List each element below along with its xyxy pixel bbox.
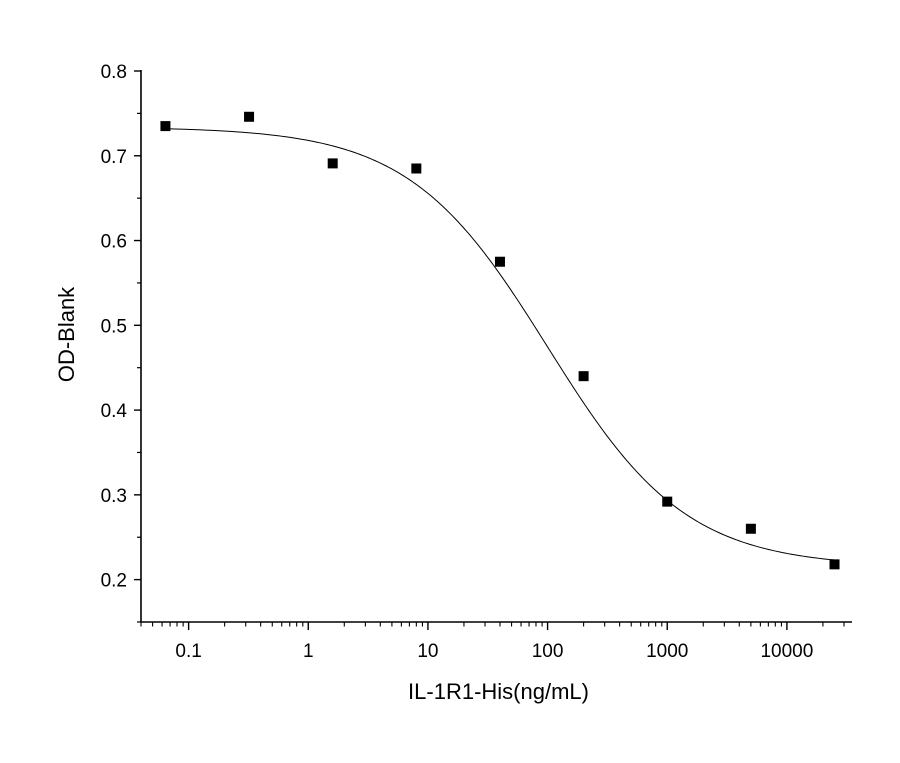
data-point — [745, 523, 756, 534]
y-tick-label: 0.6 — [101, 232, 127, 253]
x-axis-ticks: 0.1 1 10 100 1000 10000 — [140, 622, 845, 662]
y-tick-label: 0.5 — [101, 316, 127, 337]
plot-area — [160, 111, 840, 570]
y-tick-label: 0.8 — [101, 62, 127, 83]
y-axis-ticks: 0.2 0.3 0.4 0.5 0.6 0.7 0.8 — [101, 62, 141, 623]
data-points — [160, 111, 840, 570]
y-tick-label: 0.2 — [101, 571, 127, 592]
y-axis-title: OD-Blank — [54, 286, 79, 382]
x-tick-label: 1000 — [646, 641, 688, 662]
x-tick-label: 10000 — [760, 641, 813, 662]
data-point — [578, 371, 589, 382]
x-tick-label: 0.1 — [175, 641, 201, 662]
data-point — [160, 121, 171, 132]
fit-curve — [165, 128, 835, 561]
y-tick-label: 0.4 — [101, 401, 128, 422]
data-point — [327, 158, 338, 169]
data-point — [494, 256, 505, 267]
y-tick-label: 0.3 — [101, 486, 127, 507]
y-tick-label: 0.7 — [101, 147, 127, 168]
data-point — [411, 163, 422, 174]
data-point — [244, 111, 255, 122]
data-point — [829, 559, 840, 570]
x-tick-label: 100 — [532, 641, 564, 662]
x-tick-label: 10 — [417, 641, 438, 662]
axes: 0.2 0.3 0.4 0.5 0.6 0.7 0.8 0.1 1 10 100 1000 10000 — [101, 62, 852, 662]
data-point — [662, 496, 673, 507]
x-tick-label: 1 — [303, 641, 314, 662]
x-axis-title: IL-1R1-His(ng/mL) — [408, 679, 589, 704]
